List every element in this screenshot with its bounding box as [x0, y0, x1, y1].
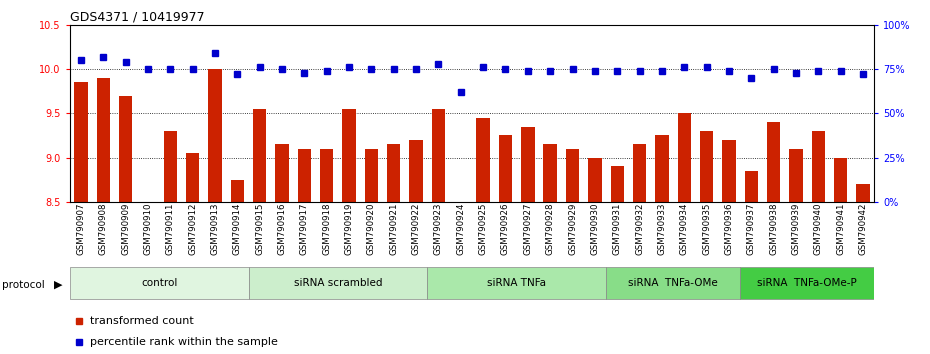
- Text: GSM790914: GSM790914: [232, 203, 242, 256]
- Text: siRNA  TNFa-OMe-P: siRNA TNFa-OMe-P: [757, 278, 857, 288]
- Bar: [521, 127, 535, 202]
- Text: GSM790911: GSM790911: [166, 203, 175, 256]
- Bar: [186, 153, 199, 202]
- Bar: [790, 149, 803, 202]
- Text: GSM790908: GSM790908: [99, 203, 108, 256]
- Text: GSM790909: GSM790909: [121, 203, 130, 255]
- Text: GSM790928: GSM790928: [546, 203, 554, 256]
- FancyBboxPatch shape: [427, 267, 606, 299]
- Text: GSM790910: GSM790910: [143, 203, 153, 256]
- Text: GSM790912: GSM790912: [188, 203, 197, 256]
- Text: siRNA TNFa: siRNA TNFa: [487, 278, 546, 288]
- Text: GSM790931: GSM790931: [613, 203, 622, 256]
- Bar: [97, 78, 110, 202]
- Text: GSM790925: GSM790925: [479, 203, 487, 256]
- Bar: [74, 82, 87, 202]
- Bar: [723, 140, 736, 202]
- Bar: [588, 158, 602, 202]
- Text: GSM790919: GSM790919: [345, 203, 353, 255]
- Text: GSM790920: GSM790920: [367, 203, 376, 256]
- Bar: [387, 144, 401, 202]
- Text: GSM790923: GSM790923: [434, 203, 443, 256]
- Text: percentile rank within the sample: percentile rank within the sample: [90, 337, 278, 348]
- Bar: [656, 135, 669, 202]
- Bar: [409, 140, 423, 202]
- Bar: [231, 179, 244, 202]
- Bar: [275, 144, 288, 202]
- Bar: [432, 109, 445, 202]
- Bar: [767, 122, 780, 202]
- Text: GSM790939: GSM790939: [791, 203, 801, 255]
- Text: GSM790935: GSM790935: [702, 203, 711, 256]
- Text: transformed count: transformed count: [90, 316, 193, 326]
- Text: GSM790913: GSM790913: [210, 203, 219, 256]
- Text: GSM790926: GSM790926: [501, 203, 510, 256]
- FancyBboxPatch shape: [606, 267, 740, 299]
- Bar: [834, 158, 847, 202]
- Text: GSM790934: GSM790934: [680, 203, 689, 256]
- Text: GSM790936: GSM790936: [724, 203, 734, 256]
- FancyBboxPatch shape: [248, 267, 427, 299]
- Bar: [610, 166, 624, 202]
- Text: GSM790918: GSM790918: [322, 203, 331, 256]
- Text: GSM790924: GSM790924: [457, 203, 465, 256]
- Text: GSM790942: GSM790942: [858, 203, 868, 256]
- Bar: [543, 144, 557, 202]
- Bar: [476, 118, 490, 202]
- FancyBboxPatch shape: [70, 267, 248, 299]
- Bar: [298, 149, 311, 202]
- Text: GSM790938: GSM790938: [769, 203, 778, 256]
- Text: ▶: ▶: [54, 280, 62, 290]
- Bar: [700, 131, 713, 202]
- Text: GSM790921: GSM790921: [390, 203, 398, 256]
- Text: siRNA  TNFa-OMe: siRNA TNFa-OMe: [628, 278, 718, 288]
- Bar: [678, 113, 691, 202]
- Bar: [119, 96, 132, 202]
- Bar: [208, 69, 221, 202]
- FancyBboxPatch shape: [740, 267, 874, 299]
- Text: protocol: protocol: [2, 280, 45, 290]
- Bar: [812, 131, 825, 202]
- Text: GSM790916: GSM790916: [277, 203, 286, 256]
- Text: GSM790922: GSM790922: [412, 203, 420, 256]
- Text: GSM790932: GSM790932: [635, 203, 644, 256]
- Bar: [164, 131, 177, 202]
- Bar: [365, 149, 379, 202]
- Text: GSM790937: GSM790937: [747, 203, 756, 256]
- Text: GSM790917: GSM790917: [299, 203, 309, 256]
- Text: control: control: [141, 278, 178, 288]
- Text: GSM790940: GSM790940: [814, 203, 823, 256]
- Text: GSM790930: GSM790930: [591, 203, 599, 256]
- Bar: [320, 149, 334, 202]
- Bar: [342, 109, 356, 202]
- Text: GSM790907: GSM790907: [76, 203, 86, 256]
- Bar: [565, 149, 579, 202]
- Text: GDS4371 / 10419977: GDS4371 / 10419977: [70, 11, 205, 24]
- Text: siRNA scrambled: siRNA scrambled: [294, 278, 382, 288]
- Text: GSM790927: GSM790927: [524, 203, 532, 256]
- Bar: [857, 184, 870, 202]
- Text: GSM790933: GSM790933: [658, 203, 667, 256]
- Text: GSM790929: GSM790929: [568, 203, 577, 255]
- Text: GSM790915: GSM790915: [255, 203, 264, 256]
- Text: GSM790941: GSM790941: [836, 203, 845, 256]
- Bar: [498, 135, 512, 202]
- Bar: [253, 109, 266, 202]
- Bar: [745, 171, 758, 202]
- Bar: [632, 144, 646, 202]
